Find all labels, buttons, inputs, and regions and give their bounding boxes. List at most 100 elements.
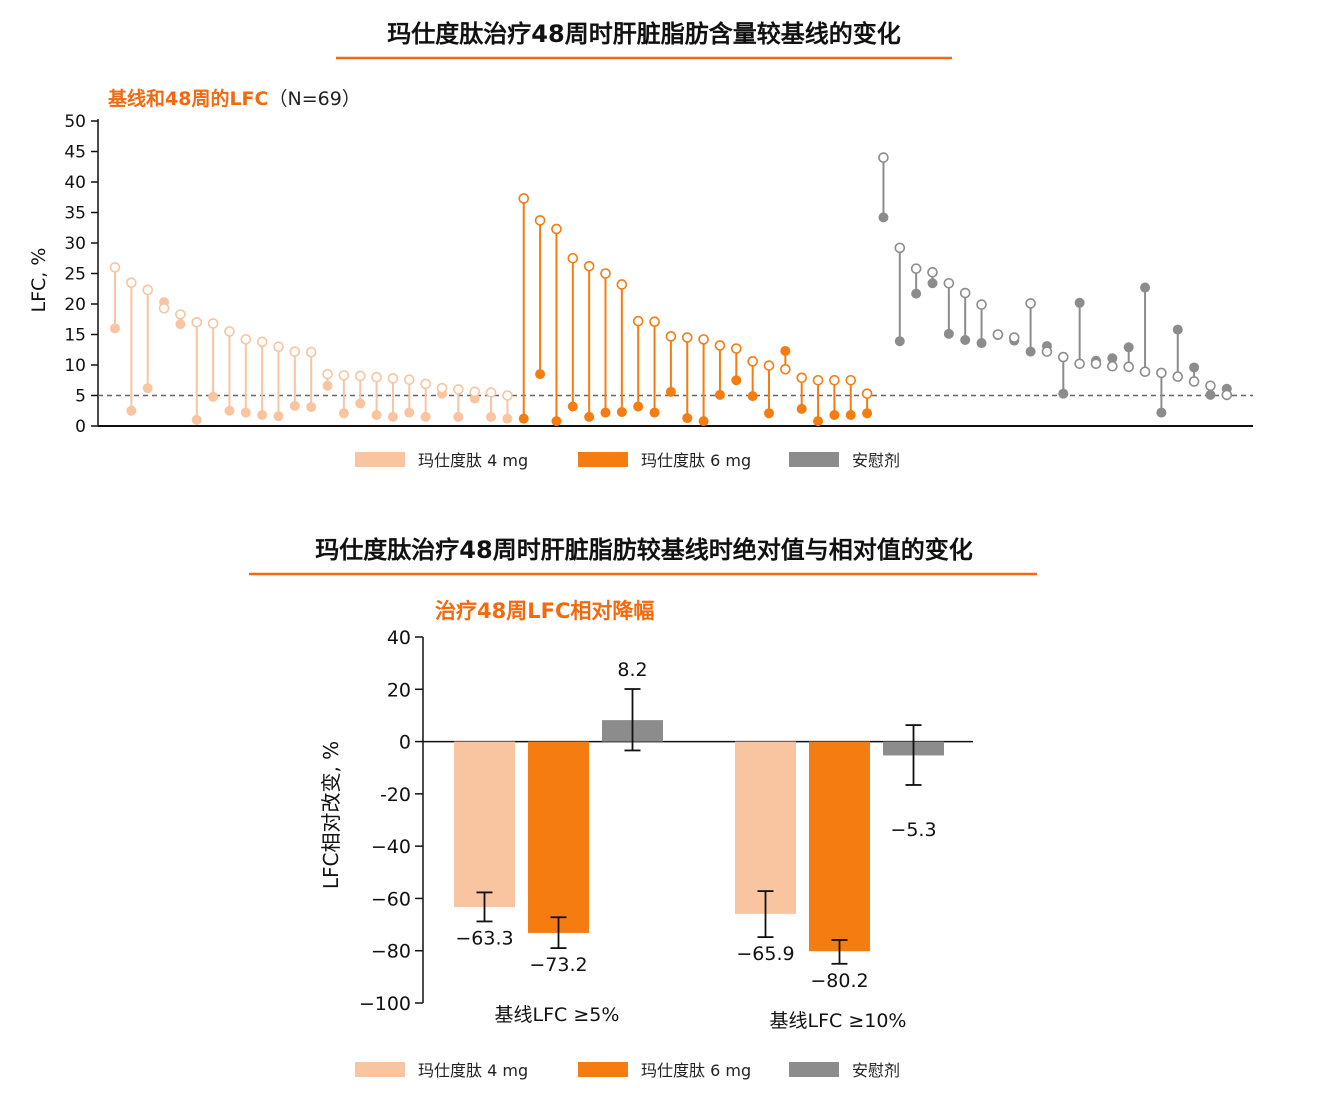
y-axis-label: LFC相对改变, % (319, 741, 343, 889)
baseline-point (453, 384, 464, 395)
baseline-point (1188, 376, 1200, 387)
week48-point (175, 319, 186, 330)
week48-point (796, 403, 807, 414)
week48-point (387, 411, 398, 422)
baseline-point (158, 302, 170, 314)
baseline-point (812, 374, 824, 386)
baseline-point (126, 277, 137, 288)
baseline-point (992, 329, 1004, 340)
week48-point (764, 408, 774, 419)
baseline-point (1123, 361, 1134, 373)
week48-point (813, 416, 824, 427)
top-legend-label-0: 玛仕度肽 4 mg (418, 451, 528, 470)
baseline-point (371, 371, 382, 383)
baseline-point (1139, 366, 1151, 378)
baseline-point (829, 374, 840, 386)
y-tick-label: 15 (64, 326, 86, 346)
baseline-point (796, 372, 808, 384)
week48-point (747, 391, 758, 402)
subtitle-n: （N=69） (268, 88, 360, 110)
baseline-point (714, 340, 726, 351)
top-legend-swatch-1 (578, 452, 628, 467)
week48-point (584, 411, 595, 422)
week48-point (306, 402, 317, 413)
y-tick-label: −60 (371, 888, 411, 910)
baseline-point (845, 374, 857, 386)
baseline-point (1221, 389, 1233, 401)
baseline-point (1172, 371, 1184, 382)
baseline-point (698, 334, 709, 345)
y-tick-label: 45 (64, 143, 86, 163)
week48-point (191, 414, 202, 425)
top-chart-title: 玛仕度肽治疗48周时肝脏脂肪含量较基线的变化 (387, 20, 900, 48)
baseline-point (583, 260, 595, 272)
baseline-point (1008, 332, 1020, 343)
y-tick-label: 40 (64, 173, 86, 193)
baseline-point (763, 360, 775, 371)
data-label: 8.2 (617, 659, 647, 681)
week48-point (616, 406, 627, 417)
week48-point (486, 411, 497, 422)
y-tick-label: 20 (64, 295, 86, 315)
week48-point (338, 408, 349, 419)
bottom-legend-swatch-0 (355, 1062, 405, 1077)
week48-point (1172, 324, 1183, 335)
baseline-point (1156, 367, 1167, 379)
week48-point (894, 336, 905, 347)
baseline-point (240, 334, 252, 345)
bar-1-0 (528, 741, 589, 933)
bottom-chart-subtitle: 治疗48周LFC相对降幅 (435, 599, 654, 623)
week48-point (208, 391, 219, 402)
y-tick-label: 35 (64, 204, 86, 224)
week48-point (1156, 407, 1167, 418)
week48-point (355, 398, 366, 409)
week48-point (535, 369, 546, 380)
baseline-point (551, 223, 562, 235)
baseline-point (322, 368, 333, 380)
baseline-point (273, 341, 284, 353)
y-tick-label: 5 (75, 387, 86, 407)
week48-point (633, 401, 644, 412)
week48-point (1058, 388, 1069, 399)
y-tick-label: 30 (64, 234, 86, 254)
baseline-point (910, 263, 922, 274)
baseline-point (289, 346, 301, 357)
week48-point (453, 411, 464, 422)
data-label: −80.2 (810, 970, 868, 992)
week48-point (682, 413, 693, 424)
week48-point (1107, 353, 1118, 364)
week48-point (110, 323, 120, 334)
week48-point (567, 401, 578, 412)
week48-point (829, 410, 840, 421)
week48-point (731, 375, 742, 386)
week48-point (1025, 346, 1036, 357)
baseline-point (305, 346, 317, 358)
baseline-point (518, 193, 530, 204)
y-tick-label: 40 (387, 627, 411, 649)
week48-point (126, 405, 137, 416)
baseline-point (649, 316, 660, 327)
week48-point (1205, 389, 1216, 400)
baseline-point (861, 388, 873, 399)
baseline-point (1025, 298, 1036, 309)
y-tick-label: 50 (64, 112, 86, 132)
baseline-point (403, 374, 415, 385)
baseline-point (632, 315, 644, 327)
bottom-legend-label-1: 玛仕度肽 6 mg (641, 1061, 751, 1080)
week48-point (649, 407, 660, 418)
week48-point (911, 288, 922, 299)
baseline-point (665, 331, 677, 342)
data-label: −5.3 (890, 819, 936, 841)
week48-point (224, 405, 235, 416)
week48-point (976, 338, 987, 349)
baseline-point (878, 152, 889, 163)
week48-point (273, 411, 284, 422)
week48-point (551, 416, 562, 427)
bottom-legend-swatch-2 (789, 1062, 839, 1077)
week48-point (257, 410, 268, 421)
baseline-point (142, 284, 153, 296)
baseline-point (943, 277, 955, 289)
data-label: −65.9 (736, 943, 794, 965)
y-tick-label: 0 (399, 732, 411, 754)
